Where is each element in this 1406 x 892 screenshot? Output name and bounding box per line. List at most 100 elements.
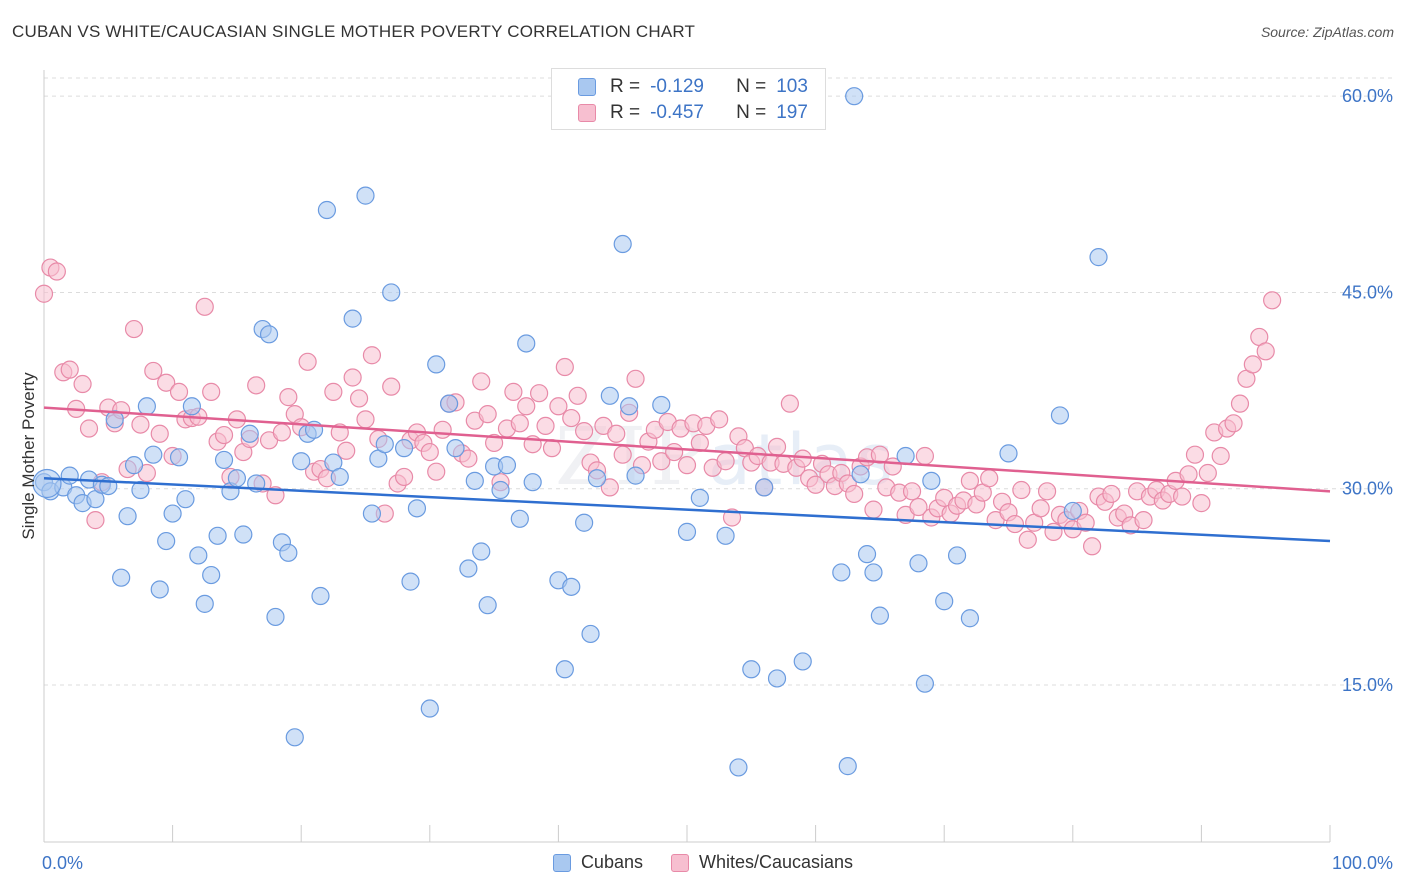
legend-swatch-whites — [578, 104, 596, 122]
point-whites — [459, 449, 478, 468]
point-cubans — [935, 592, 954, 611]
point-whites — [150, 424, 169, 443]
point-cubans — [214, 450, 234, 470]
point-cubans — [909, 554, 928, 573]
point-cubans — [652, 395, 671, 415]
point-whites — [79, 419, 99, 438]
point-cubans — [690, 488, 709, 507]
point-cubans — [497, 456, 517, 475]
x-tick-label-max: 100.0% — [1332, 853, 1393, 873]
point-whites — [1082, 537, 1102, 556]
stats-legend-row-whites: R = -0.457 N = 197 — [578, 100, 808, 126]
point-cubans — [626, 466, 645, 485]
tick-labels: 15.0% 30.0% 45.0% 60.0% 0.0% 100.0% Single Mot… — [19, 86, 1393, 873]
point-whites — [613, 445, 632, 464]
point-cubans — [613, 234, 632, 254]
point-whites — [157, 373, 176, 392]
source-label: Source: ZipAtlas.com — [1260, 24, 1394, 40]
point-whites — [478, 405, 497, 424]
point-cubans — [292, 452, 311, 471]
point-cubans — [279, 543, 298, 562]
point-cubans — [478, 596, 497, 615]
point-cubans — [960, 609, 980, 628]
point-whites — [536, 416, 555, 436]
chart-title: CUBAN VS WHITE/CAUCASIAN SINGLE MOTHER P… — [12, 22, 696, 41]
point-whites — [202, 382, 221, 401]
point-whites — [575, 422, 594, 441]
point-whites — [665, 442, 684, 462]
point-whites — [144, 361, 163, 381]
point-cubans — [144, 445, 163, 464]
trend-lines — [43, 406, 1331, 543]
point-whites — [427, 462, 446, 481]
point-cubans — [227, 469, 246, 488]
point-cubans — [169, 448, 189, 467]
x-tick-label-min: 0.0% — [42, 853, 83, 873]
point-whites — [517, 397, 536, 416]
point-whites — [562, 408, 581, 428]
point-cubans-cluster — [32, 468, 62, 499]
point-cubans — [832, 563, 851, 582]
point-cubans — [620, 397, 639, 416]
point-whites — [677, 456, 697, 475]
series-legend-cubans: Cubans — [552, 852, 643, 873]
point-whites — [600, 478, 619, 497]
point-cubans — [157, 531, 176, 551]
point-cubans — [1089, 248, 1108, 267]
point-cubans — [202, 565, 221, 585]
point-cubans — [517, 334, 536, 353]
point-whites — [1243, 355, 1262, 374]
point-cubans — [851, 465, 870, 484]
r-label: R = — [610, 102, 641, 123]
series-swatch-cubans — [552, 853, 571, 872]
point-cubans — [427, 355, 446, 374]
point-whites — [710, 410, 729, 429]
point-cubans — [491, 480, 510, 500]
point-whites — [767, 437, 787, 456]
r-value: -0.129 — [650, 76, 704, 97]
point-cubans — [60, 466, 79, 485]
point-whites — [1198, 463, 1217, 483]
point-cubans — [285, 728, 304, 747]
point-cubans — [510, 509, 529, 528]
point-whites — [1012, 480, 1031, 500]
n-value: 103 — [776, 76, 808, 97]
point-cubans — [182, 397, 201, 416]
point-cubans — [343, 309, 362, 328]
point-whites — [915, 446, 935, 466]
point-cubans — [124, 456, 144, 475]
point-whites — [1031, 499, 1050, 518]
point-cubans — [407, 499, 427, 518]
point-whites — [382, 377, 401, 396]
point-whites — [1263, 291, 1282, 310]
point-whites — [909, 497, 928, 517]
point-cubans — [555, 660, 574, 679]
point-cubans — [362, 504, 382, 523]
point-whites — [337, 441, 356, 460]
point-cubans — [838, 757, 857, 776]
point-cubans — [382, 283, 401, 302]
point-whites — [1037, 482, 1057, 501]
point-whites — [1256, 342, 1275, 361]
data-points — [32, 87, 1282, 777]
point-whites — [247, 376, 266, 395]
point-cubans — [716, 526, 735, 545]
point-whites — [420, 442, 439, 462]
point-whites — [568, 386, 587, 405]
point-whites — [1102, 484, 1121, 504]
point-whites — [349, 389, 369, 408]
point-whites — [980, 469, 999, 488]
point-cubans — [131, 480, 150, 500]
point-whites — [1211, 446, 1230, 466]
point-cubans — [266, 607, 285, 627]
point-cubans — [317, 200, 337, 220]
point-cubans — [999, 444, 1018, 463]
point-cubans — [195, 594, 214, 613]
point-whites — [47, 262, 66, 281]
series-legend-whites: Whites/Caucasians — [670, 852, 853, 873]
point-whites — [555, 357, 574, 377]
point-whites — [214, 425, 234, 445]
point-cubans — [845, 87, 864, 106]
point-whites — [324, 382, 343, 401]
